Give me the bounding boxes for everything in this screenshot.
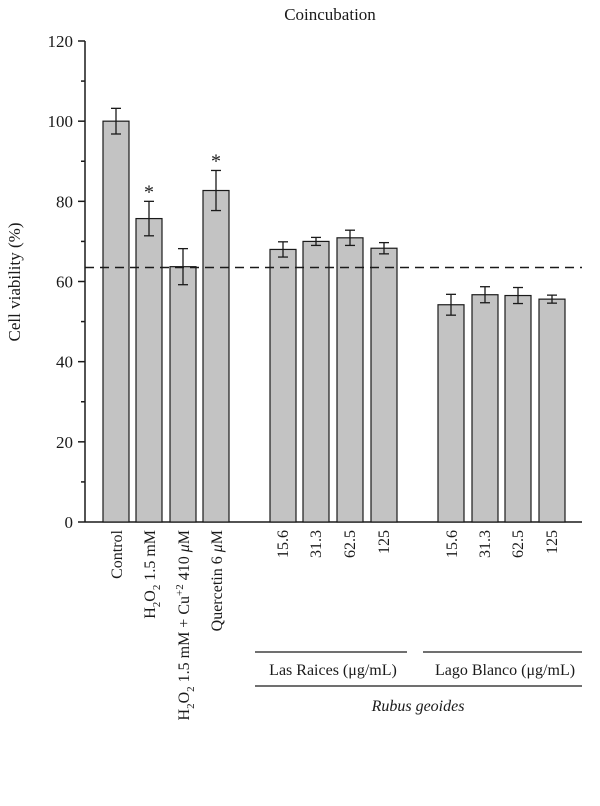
x-tick-label-lb-62-5: 62.5 xyxy=(510,530,527,558)
x-tick-label-lr-15-6: 15.6 xyxy=(275,530,292,558)
y-tick-label: 40 xyxy=(56,353,73,372)
y-axis-label: Cell viability (%) xyxy=(5,223,24,342)
bar-lb_62_5 xyxy=(504,294,532,523)
las-raices-group-label: Las Raices (μg/mL) xyxy=(269,662,397,679)
x-tick-label-control: Control xyxy=(109,529,126,578)
y-ticks: 0 20 40 60 80 100 120 xyxy=(48,32,85,532)
bar-lr_62_5 xyxy=(336,237,364,523)
x-tick-label-lb-15-6: 15.6 xyxy=(444,530,461,558)
bar-lr_125 xyxy=(370,247,398,523)
lago-blanco-group-label: Lago Blanco (μg/mL) xyxy=(435,662,575,679)
bar-lr_15_6 xyxy=(269,248,297,523)
y-tick-label: 100 xyxy=(48,112,74,131)
chart-title: Coincubation xyxy=(284,5,376,24)
x-tick-label-lb-125: 125 xyxy=(544,530,561,554)
species-label: Rubus geoides xyxy=(371,698,465,715)
significance-marker-h2o2: * xyxy=(144,181,154,203)
bar-lb_125 xyxy=(538,298,566,523)
bar-lr_31_3 xyxy=(302,240,330,523)
bar-h2o2 xyxy=(135,217,163,523)
x-tick-label-lr-62-5: 62.5 xyxy=(342,530,359,558)
y-tick-label: 20 xyxy=(56,433,73,452)
x-tick-label-lb-31-3: 31.3 xyxy=(477,530,494,558)
bar-lb_31_3 xyxy=(471,294,499,523)
x-tick-label-quercetin: Quercetin 6 μM xyxy=(209,530,226,631)
significance-marker-quercetin: * xyxy=(211,150,221,172)
x-tick-label-h2o2-cu: H2O2 1.5 mM + Cu+2 410 μM xyxy=(174,530,197,720)
x-tick-label-lr-125: 125 xyxy=(376,530,393,554)
y-tick-label: 60 xyxy=(56,273,73,292)
y-tick-label: 120 xyxy=(48,32,74,51)
bar-lb_15_6 xyxy=(437,304,465,523)
bar-h2o2_cu xyxy=(169,266,197,523)
x-tick-label-h2o2: H2O2 1.5 mM xyxy=(142,530,163,619)
bar-control xyxy=(102,120,130,523)
x-tick-label-lr-31-3: 31.3 xyxy=(308,530,325,558)
y-tick-label: 80 xyxy=(56,192,73,211)
y-tick-label: 0 xyxy=(65,513,74,532)
bar-quercetin xyxy=(202,189,230,523)
bars: ** xyxy=(102,107,566,523)
